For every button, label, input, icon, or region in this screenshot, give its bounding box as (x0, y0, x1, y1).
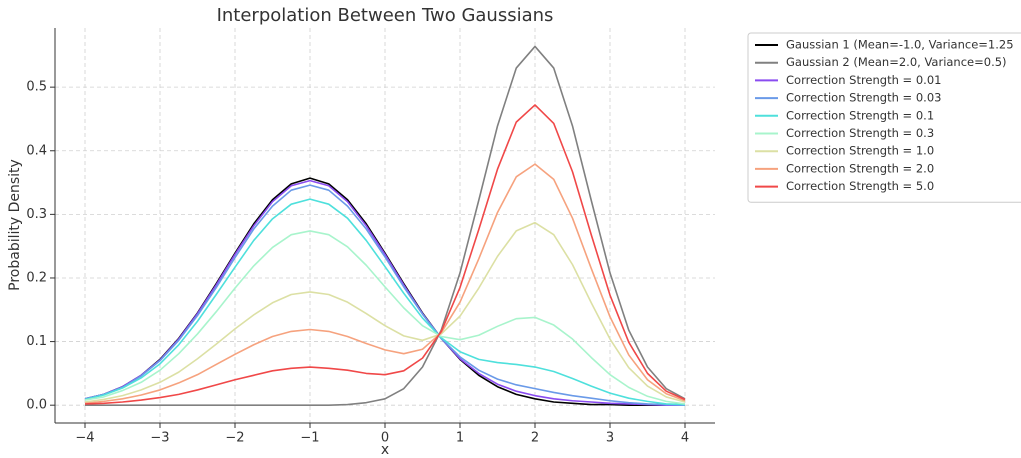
x-tick-label: −1 (300, 431, 319, 446)
y-tick-label: 0.1 (26, 334, 47, 349)
x-tick-label: −3 (150, 431, 169, 446)
y-tick-label: 0.0 (26, 398, 47, 413)
y-axis-label: Probability Density (7, 159, 23, 291)
x-tick-label: 1 (456, 431, 464, 446)
x-tick-label: 0 (381, 431, 389, 446)
y-tick-label: 0.4 (26, 143, 47, 158)
x-tick-label: 2 (531, 431, 539, 446)
series-line (84, 179, 685, 406)
legend-label: Correction Strength = 1.0 (786, 144, 934, 158)
legend-label: Correction Strength = 5.0 (786, 179, 934, 193)
x-axis-label: x (381, 442, 389, 458)
y-tick-label: 0.3 (26, 207, 47, 222)
x-tick-label: 3 (606, 431, 614, 446)
legend-label: Gaussian 1 (Mean=-1.0, Variance=1.25 (786, 38, 1014, 52)
series-line (84, 198, 686, 406)
legend-label: Correction Strength = 0.03 (786, 91, 941, 105)
x-tick-label: 4 (681, 431, 689, 446)
series-line (84, 104, 686, 405)
series-line (84, 163, 686, 405)
series-line (84, 221, 686, 403)
chart-title: Interpolation Between Two Gaussians (217, 5, 554, 26)
legend-label: Correction Strength = 0.1 (786, 108, 934, 122)
legend-label: Correction Strength = 2.0 (786, 161, 934, 175)
series-line (84, 230, 686, 405)
legend-label: Correction Strength = 0.01 (786, 73, 941, 87)
series-line (85, 45, 686, 406)
legend-box (747, 32, 1021, 203)
y-tick-label: 0.2 (26, 270, 47, 285)
x-tick-label: −2 (225, 431, 244, 446)
y-tick-label: 0.5 (26, 80, 47, 95)
legend-label: Gaussian 2 (Mean=2.0, Variance=0.5) (786, 55, 1007, 69)
legend-label: Correction Strength = 0.3 (786, 126, 934, 140)
series-line (84, 184, 686, 406)
x-tick-label: −4 (75, 431, 94, 446)
